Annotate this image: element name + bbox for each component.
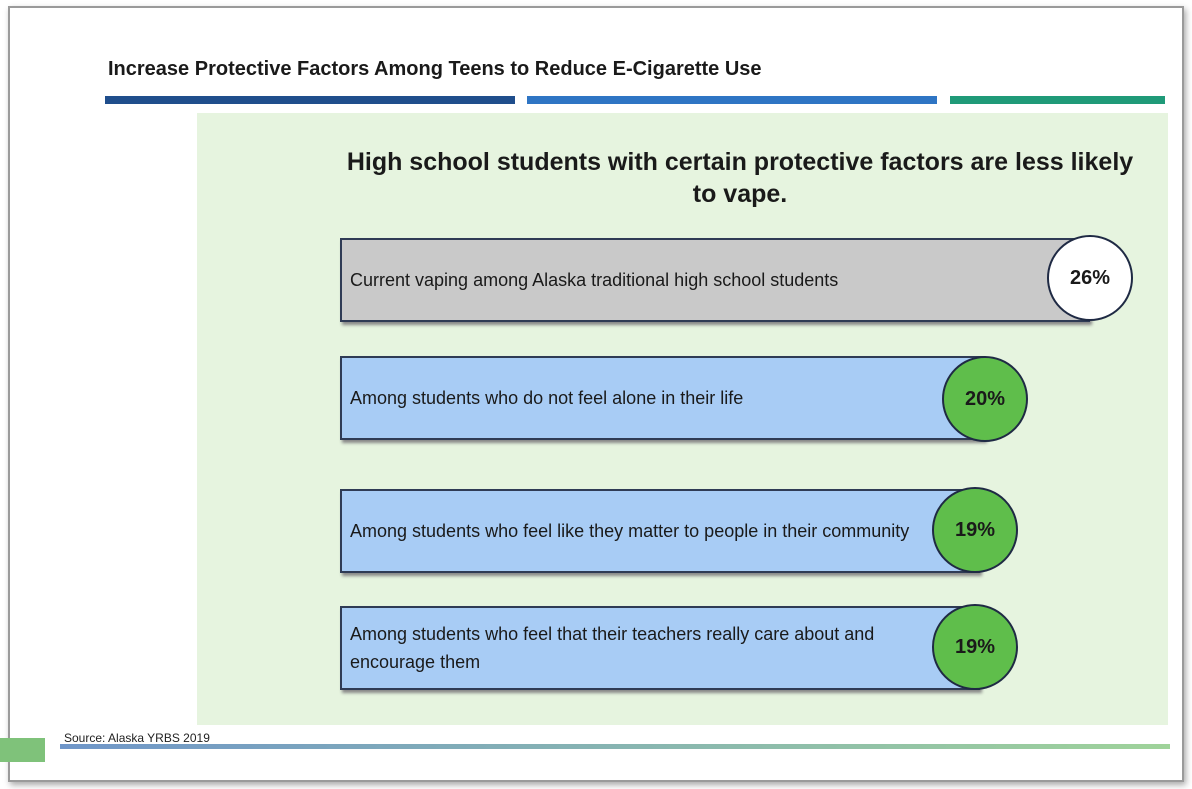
title-rule bbox=[950, 96, 1165, 104]
row-label: Among students who feel that their teach… bbox=[350, 624, 875, 672]
title-rule bbox=[105, 96, 515, 104]
row-bar: Among students who feel that their teach… bbox=[340, 606, 980, 690]
heading: High school students with certain protec… bbox=[346, 148, 1134, 208]
row-value: 26% bbox=[1047, 235, 1133, 321]
row-value: 19% bbox=[932, 604, 1018, 690]
title-rule bbox=[527, 96, 937, 104]
row-value: 19% bbox=[932, 487, 1018, 573]
row-value: 20% bbox=[942, 356, 1028, 442]
footer-rule bbox=[60, 744, 1170, 749]
row-bar: Among students who do not feel alone in … bbox=[340, 356, 985, 440]
footer-block bbox=[0, 738, 45, 762]
row-label: Current vaping among Alaska traditional … bbox=[350, 270, 839, 290]
source: Source: Alaska YRBS 2019 bbox=[64, 731, 210, 745]
row-label: Among students who do not feel alone in … bbox=[350, 388, 744, 408]
row-bar: Current vaping among Alaska traditional … bbox=[340, 238, 1090, 322]
row-label: Among students who feel like they matter… bbox=[350, 521, 910, 541]
row-bar: Among students who feel like they matter… bbox=[340, 489, 980, 573]
slide-title: Increase Protective Factors Among Teens … bbox=[108, 58, 762, 80]
